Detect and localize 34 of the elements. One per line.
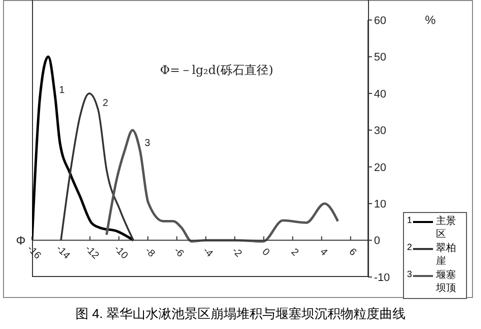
legend-label: 主景区 <box>436 215 457 241</box>
text: 图 4. 翠华山水湫池景区崩塌堆积与堰塞坝沉积物粒度曲线 <box>74 305 407 323</box>
text: 3 <box>407 269 412 279</box>
x-tick-label: 0 <box>260 246 272 259</box>
x-tick-label: -16 <box>24 244 44 262</box>
line-series <box>105 128 340 243</box>
annotation: Φ=－lg₂d(砾石直径) <box>160 63 274 77</box>
x-axis-title: Φ <box>16 233 26 248</box>
x-tick-label: -4 <box>200 245 215 260</box>
y-tick-label: 30 <box>374 125 386 138</box>
y-tick-label: 10 <box>374 198 386 210</box>
annotation: 2 <box>102 98 109 109</box>
x-tick-label: -6 <box>172 245 186 260</box>
y-axis-title: % <box>425 13 436 27</box>
y-tick-label: 50 <box>374 52 386 64</box>
y-tick-label: 40 <box>374 88 386 100</box>
x-tick-label: -14 <box>54 244 72 262</box>
x-tick-label: 2 <box>288 246 301 259</box>
x-tick-label: -10 <box>112 244 130 262</box>
x-tick-label: 4 <box>318 246 330 259</box>
y-tick-label: -10 <box>374 272 390 284</box>
x-tick-label: -8 <box>142 245 157 260</box>
line-series <box>32 55 135 242</box>
y-tick-label: 60 <box>374 14 386 27</box>
annotation: 3 <box>144 138 151 149</box>
y-tick-label: 20 <box>374 162 386 174</box>
annotation: 1 <box>59 85 66 96</box>
x-tick-label: -2 <box>229 245 244 260</box>
legend-label: 堰塞坝顶 <box>436 269 457 295</box>
x-tick-label: 6 <box>346 246 359 259</box>
text: 1 <box>407 215 412 225</box>
y-tick-label: 0 <box>374 235 380 248</box>
x-tick-label: -12 <box>82 244 102 262</box>
legend-label: 翠柏崖 <box>436 242 457 268</box>
